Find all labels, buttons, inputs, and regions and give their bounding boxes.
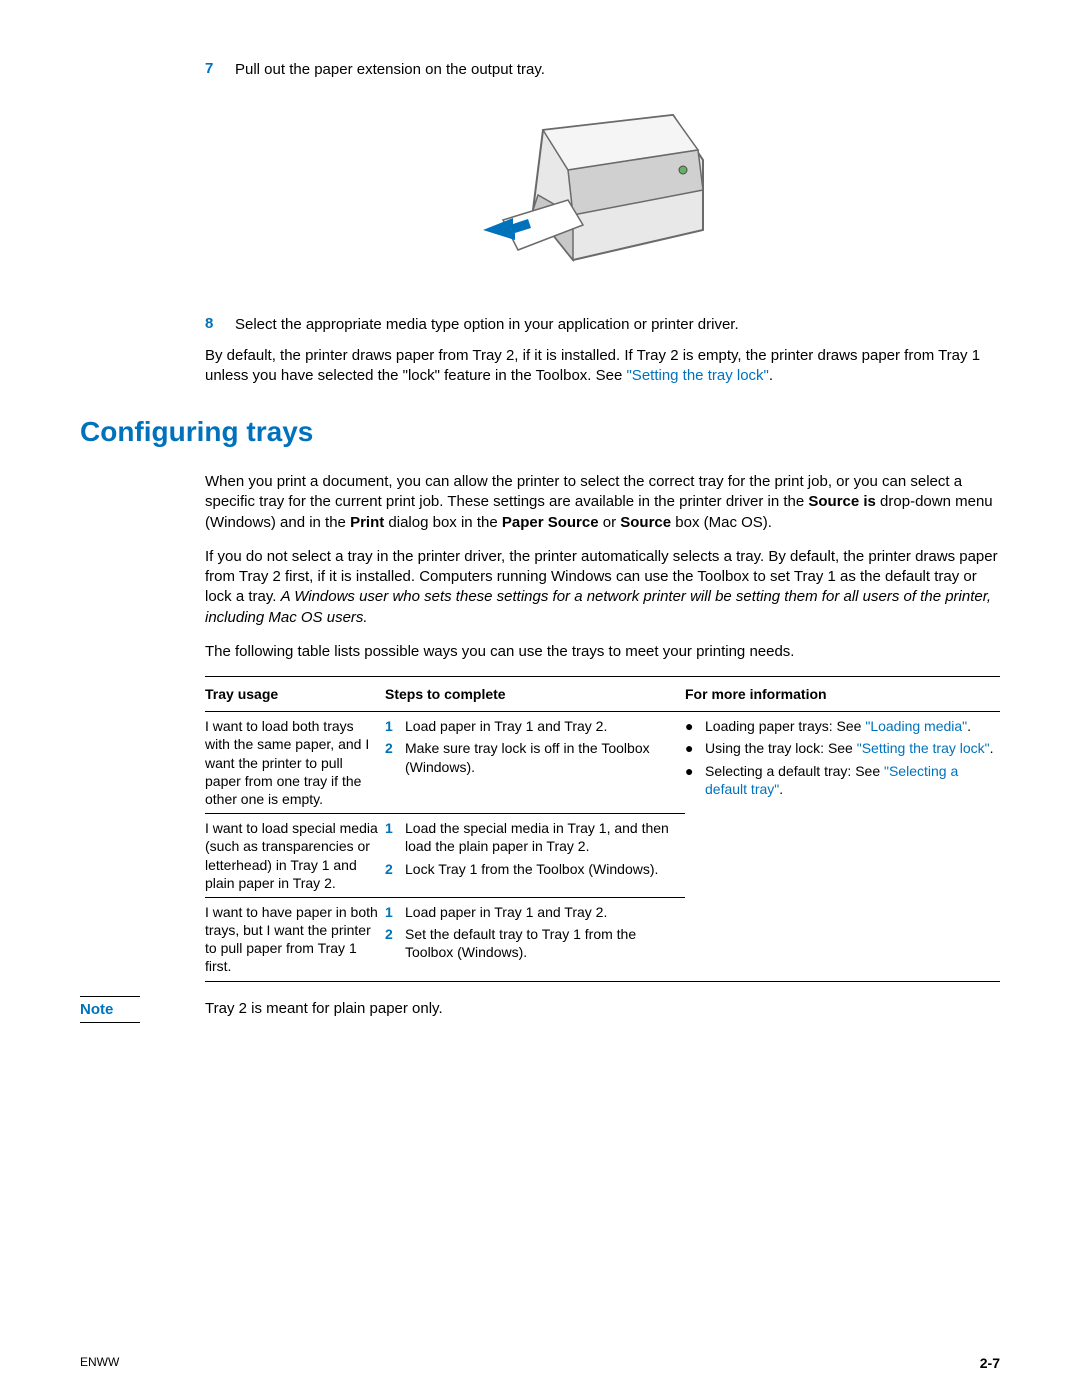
bold-text: Print bbox=[350, 514, 384, 531]
info-item: Selecting a default tray: See "Selecting… bbox=[705, 762, 994, 798]
page-footer: ENWW 2-7 bbox=[80, 1355, 1000, 1371]
table-header: For more information bbox=[685, 677, 1000, 712]
link-loading-media[interactable]: "Loading media" bbox=[865, 718, 967, 734]
text: Using the tray lock: See bbox=[705, 740, 857, 756]
paragraph-default: By default, the printer draws paper from… bbox=[205, 346, 1000, 387]
num: 1 bbox=[385, 903, 405, 921]
bold-text: Paper Source bbox=[502, 514, 599, 531]
note-label: Note bbox=[80, 996, 140, 1023]
text: Load paper in Tray 1 and Tray 2. bbox=[405, 903, 607, 921]
note-text: Tray 2 is meant for plain paper only. bbox=[205, 996, 443, 1023]
bullet-icon: ● bbox=[685, 717, 705, 735]
tray-usage-table: Tray usage Steps to complete For more in… bbox=[205, 676, 1000, 982]
num: 1 bbox=[385, 819, 405, 855]
paragraph-3: The following table lists possible ways … bbox=[205, 642, 1000, 662]
num: 2 bbox=[385, 925, 405, 961]
text: Load the special media in Tray 1, and th… bbox=[405, 819, 679, 855]
info-item: Loading paper trays: See "Loading media"… bbox=[705, 717, 971, 735]
steps-cell: 1Load the special media in Tray 1, and t… bbox=[385, 814, 685, 898]
link-setting-tray-lock[interactable]: "Setting the tray lock" bbox=[626, 367, 768, 384]
text: Loading paper trays: See bbox=[705, 718, 865, 734]
info-item: Using the tray lock: See "Setting the tr… bbox=[705, 739, 994, 757]
text: . bbox=[779, 781, 783, 797]
text: . bbox=[967, 718, 971, 734]
text: Lock Tray 1 from the Toolbox (Windows). bbox=[405, 860, 658, 878]
paragraph-1: When you print a document, you can allow… bbox=[205, 472, 1000, 533]
paragraph-2: If you do not select a tray in the print… bbox=[205, 547, 1000, 628]
footer-right: 2-7 bbox=[980, 1355, 1000, 1371]
usage-cell: I want to load both trays with the same … bbox=[205, 712, 385, 814]
table-row: I want to load both trays with the same … bbox=[205, 712, 1000, 814]
bullet-icon: ● bbox=[685, 739, 705, 757]
text: Selecting a default tray: See bbox=[705, 763, 884, 779]
text: Set the default tray to Tray 1 from the … bbox=[405, 925, 679, 961]
bold-text: Source is bbox=[808, 493, 876, 510]
bold-text: Source bbox=[620, 514, 671, 531]
note-block: Note Tray 2 is meant for plain paper onl… bbox=[80, 996, 1000, 1023]
text: Load paper in Tray 1 and Tray 2. bbox=[405, 717, 607, 735]
heading-configuring-trays: Configuring trays bbox=[80, 416, 1000, 448]
text: Make sure tray lock is off in the Toolbo… bbox=[405, 739, 679, 775]
step-8: 8 Select the appropriate media type opti… bbox=[205, 315, 1000, 335]
table-header: Steps to complete bbox=[385, 677, 685, 712]
step-7: 7 Pull out the paper extension on the ou… bbox=[205, 60, 1000, 80]
text: . bbox=[769, 367, 773, 384]
bullet-icon: ● bbox=[685, 762, 705, 798]
text: By default, the printer draws paper from… bbox=[205, 347, 980, 384]
text: dialog box in the bbox=[384, 514, 502, 531]
num: 1 bbox=[385, 717, 405, 735]
steps-cell: 1Load paper in Tray 1 and Tray 2. 2Make … bbox=[385, 712, 685, 814]
step-number: 7 bbox=[205, 60, 235, 80]
num: 2 bbox=[385, 739, 405, 775]
link-setting-tray-lock-2[interactable]: "Setting the tray lock" bbox=[857, 740, 990, 756]
steps-cell: 1Load paper in Tray 1 and Tray 2. 2Set t… bbox=[385, 897, 685, 981]
step-number: 8 bbox=[205, 315, 235, 335]
text: or bbox=[599, 514, 621, 531]
footer-left: ENWW bbox=[80, 1355, 119, 1371]
italic-text: A Windows user who sets these settings f… bbox=[205, 588, 991, 625]
text: . bbox=[990, 740, 994, 756]
printer-illustration bbox=[205, 100, 1000, 295]
usage-cell: I want to have paper in both trays, but … bbox=[205, 897, 385, 981]
step-text: Pull out the paper extension on the outp… bbox=[235, 60, 1000, 80]
text: box (Mac OS). bbox=[671, 514, 772, 531]
info-cell: ●Loading paper trays: See "Loading media… bbox=[685, 712, 1000, 981]
step-text: Select the appropriate media type option… bbox=[235, 315, 1000, 335]
num: 2 bbox=[385, 860, 405, 878]
usage-cell: I want to load special media (such as tr… bbox=[205, 814, 385, 898]
table-header: Tray usage bbox=[205, 677, 385, 712]
